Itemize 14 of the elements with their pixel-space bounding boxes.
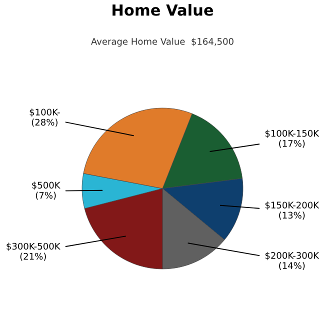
data-label: (13%) — [279, 212, 305, 220]
slice-label: $100K-150K — [265, 130, 320, 138]
slice-label: $500K — [32, 182, 60, 190]
data-label: (7%) — [36, 192, 56, 200]
data-label: (17%) — [279, 140, 305, 148]
slice-label: $200K-300K — [265, 252, 320, 260]
data-label: (14%) — [279, 262, 305, 270]
slice-label: $300K-500K — [6, 242, 60, 251]
slice-label: $100K- — [30, 108, 60, 117]
chart-title: Home Value — [112, 4, 214, 16]
chart-subtitle: Average Home Value $164,500 — [91, 38, 234, 47]
data-label: (28%) — [32, 118, 58, 127]
data-label: (21%) — [20, 252, 46, 261]
slice-label: $150K-200K — [265, 202, 320, 210]
